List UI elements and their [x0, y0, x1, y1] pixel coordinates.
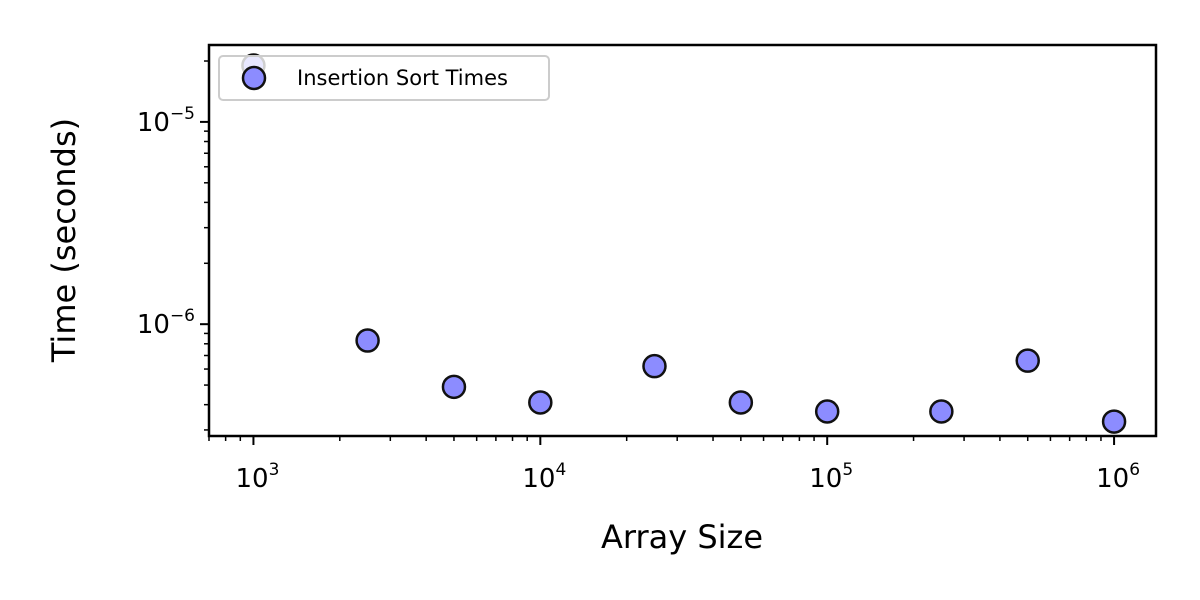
x-axis-ticks: 103 104 105 106	[208, 436, 1140, 494]
data-point	[642, 353, 667, 379]
legend: Insertion Sort Times	[218, 55, 550, 101]
data-point	[441, 374, 467, 400]
x-tick-label: 106	[1096, 460, 1140, 494]
data-point	[355, 328, 380, 353]
x-tick-label: 103	[235, 460, 279, 494]
data-point	[1101, 409, 1127, 434]
data-point	[814, 399, 840, 424]
plot-frame	[207, 43, 1158, 438]
data-points	[241, 53, 1127, 434]
y-tick-label: 10−5	[137, 104, 195, 138]
x-tick-label: 104	[522, 460, 566, 494]
data-point	[929, 399, 954, 424]
x-axis-label: Array Size	[601, 518, 763, 556]
legend-box	[218, 55, 550, 101]
x-tick-label: 105	[809, 460, 853, 494]
y-axis-ticks: 10−6 10−5	[137, 60, 209, 431]
legend-marker	[241, 65, 267, 91]
y-axis-label: Time (seconds)	[45, 118, 83, 363]
data-point	[1015, 348, 1040, 373]
data-point	[528, 390, 553, 415]
legend-label: Insertion Sort Times	[297, 66, 508, 90]
data-point	[728, 390, 754, 415]
y-tick-label: 10−6	[137, 306, 195, 340]
